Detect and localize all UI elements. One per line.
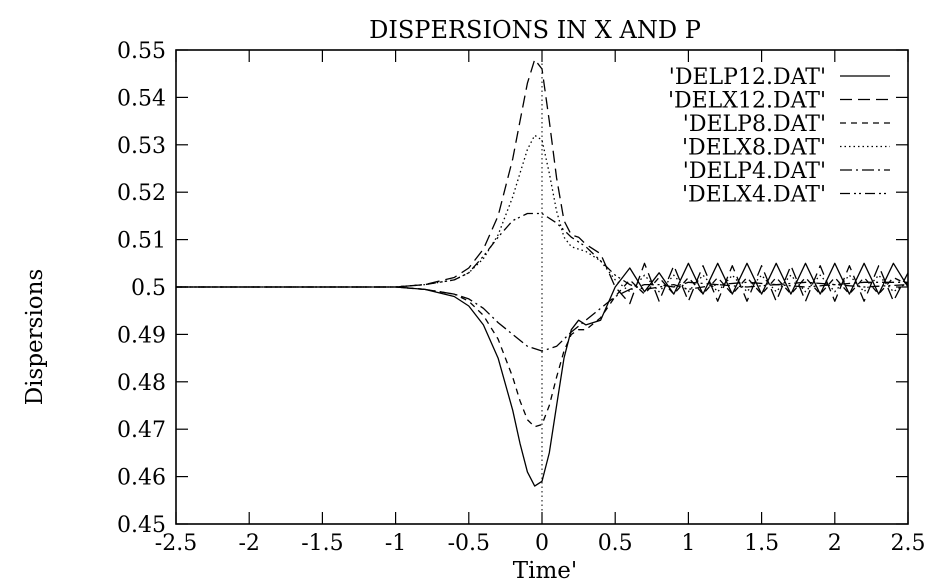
y-tick-label: 0.48: [117, 371, 166, 396]
y-tick-label: 0.52: [117, 181, 166, 206]
legend-label: 'DELX12.DAT': [668, 89, 826, 114]
y-tick-label: 0.45: [117, 513, 166, 538]
y-tick-label: 0.47: [117, 418, 166, 443]
y-tick-label: 0.5: [131, 276, 166, 301]
y-tick-label: 0.55: [117, 39, 166, 64]
legend-label: 'DELP4.DAT': [683, 159, 826, 184]
legend-label: 'DELX8.DAT': [682, 136, 826, 161]
x-tick-label: 0.5: [598, 531, 633, 556]
x-axis-title: Time': [513, 558, 577, 584]
y-tick-label: 0.46: [117, 466, 166, 491]
legend-label: 'DELX4.DAT': [682, 183, 826, 208]
series-line-5: [176, 281, 908, 352]
x-tick-label: -0.5: [448, 531, 490, 556]
x-tick-label: 2.5: [891, 531, 926, 556]
chart-title: DISPERSIONS IN X AND P: [369, 16, 701, 44]
series-line-4: [176, 134, 909, 293]
legend-label: 'DELP8.DAT': [683, 112, 826, 137]
y-tick-label: 0.54: [117, 86, 166, 111]
x-tick-label: -2.5: [155, 531, 197, 556]
x-tick-label: -2: [238, 531, 259, 556]
y-tick-label: 0.51: [117, 229, 166, 254]
x-tick-label: 1.5: [744, 531, 779, 556]
series-line-1: [176, 262, 909, 487]
x-tick-label: -1.5: [301, 531, 343, 556]
series-line-3: [176, 276, 909, 428]
x-tick-label: -1: [385, 531, 406, 556]
x-tick-label: 2: [828, 531, 842, 556]
legend-label: 'DELP12.DAT': [669, 65, 826, 90]
y-axis-title: Dispersions: [22, 269, 48, 406]
x-tick-label: 0: [535, 531, 549, 556]
y-tick-label: 0.53: [117, 134, 166, 159]
y-tick-label: 0.49: [117, 323, 166, 348]
x-tick-label: 1: [681, 531, 695, 556]
series-line-2: [176, 58, 909, 305]
